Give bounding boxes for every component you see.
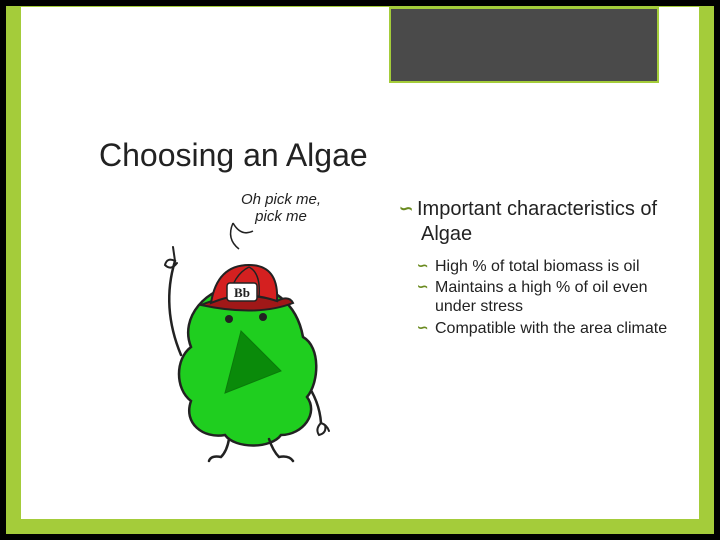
slide-outer-frame: Choosing an Algae: [6, 6, 714, 534]
bullet-icon: ∽: [417, 320, 435, 336]
sub-bullet-text: Compatible with the area climate: [435, 320, 667, 337]
speech-line-1: Oh pick me,: [241, 191, 321, 208]
sub-bullet-text: Maintains a high % of oil even under str…: [435, 279, 648, 315]
sub-bullet: ∽High % of total biomass is oil: [399, 257, 669, 276]
speech-bubble-text: Oh pick me, pick me: [241, 191, 321, 226]
sub-bullet: ∽Compatible with the area climate: [399, 319, 669, 338]
sub-bullet: ∽Maintains a high % of oil even under st…: [399, 278, 669, 316]
header-accent-box: [389, 7, 659, 83]
speech-line-2: pick me: [255, 208, 307, 225]
bullet-icon: ∽: [417, 258, 435, 274]
slide-inner: Choosing an Algae: [20, 6, 700, 520]
cap-badge-text: Bb: [234, 285, 250, 300]
main-bullet: ∽Important characteristics of Algae: [399, 197, 669, 247]
slide-title: Choosing an Algae: [99, 137, 368, 174]
main-bullet-text: Important characteristics of Algae: [417, 198, 657, 245]
sub-bullet-text: High % of total biomass is oil: [435, 258, 640, 275]
bullet-icon: ∽: [417, 279, 435, 295]
bullet-icon: ∽: [399, 198, 417, 219]
algae-character-illustration: Bb Oh pick me, pick me: [121, 187, 381, 467]
content-text-block: ∽Important characteristics of Algae ∽Hig…: [399, 197, 669, 340]
